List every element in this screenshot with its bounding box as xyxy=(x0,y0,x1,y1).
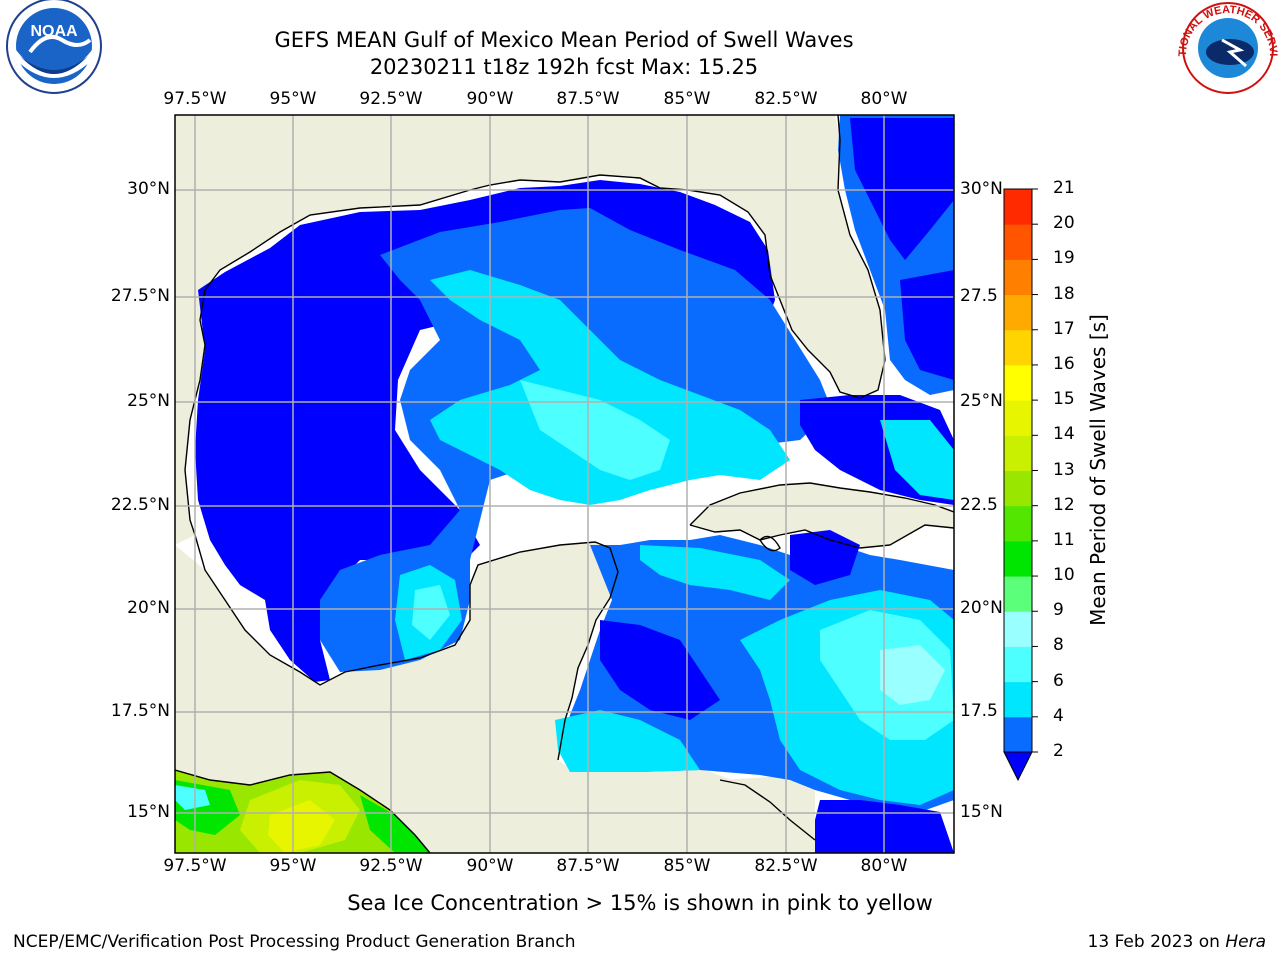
colorbar-tick-label: 4 xyxy=(1053,705,1064,726)
colorbar-tick-label: 14 xyxy=(1053,424,1075,445)
lon-label: 80°W xyxy=(860,89,908,109)
colorbar-segment xyxy=(1004,294,1032,331)
colorbar-tick-label: 10 xyxy=(1053,565,1075,586)
footer-date: 13 Feb 2023 on Hera xyxy=(1088,932,1266,952)
colorbar-segment xyxy=(1004,435,1032,471)
lon-label: 80°W xyxy=(860,856,908,876)
lat-label: 30°N xyxy=(127,179,170,199)
colorbar-tick-label: 20 xyxy=(1053,213,1075,234)
chart-title: GEFS MEAN Gulf of Mexico Mean Period of … xyxy=(274,28,854,52)
lon-label: 92.5°W xyxy=(359,89,423,109)
lat-label: 15°N xyxy=(960,802,1003,822)
colorbar-segment xyxy=(1004,400,1032,436)
lat-label: 30°N xyxy=(960,179,1003,199)
lat-label: 27.5°N xyxy=(110,286,170,306)
lat-label: 22.5°N xyxy=(110,495,170,515)
lat-label: 17.5°N xyxy=(110,701,170,721)
colorbar-tick-label: 8 xyxy=(1053,635,1064,656)
colorbar-segment xyxy=(1004,576,1032,612)
colorbar-segment xyxy=(1004,224,1032,260)
colorbar-tick-label: 9 xyxy=(1053,600,1064,621)
colorbar-tick-label: 18 xyxy=(1053,283,1075,304)
colorbar-tick-label: 21 xyxy=(1053,178,1075,198)
lon-label: 92.5°W xyxy=(359,856,423,876)
colorbar-extend-triangle xyxy=(1003,751,1033,782)
lon-label: 95°W xyxy=(269,856,317,876)
colorbar-segment xyxy=(1004,540,1032,577)
colorbar-tick-label: 12 xyxy=(1053,494,1075,515)
colorbar-tick-label: 13 xyxy=(1053,459,1075,480)
colorbar-tick-label: 19 xyxy=(1053,248,1075,269)
lat-label: 15°N xyxy=(127,802,170,822)
colorbar-tick-label: 11 xyxy=(1053,529,1075,550)
lon-label: 95°W xyxy=(269,89,317,109)
swell-period-field xyxy=(195,115,954,853)
lat-label: 20°N xyxy=(127,598,170,618)
lon-label: 87.5°W xyxy=(556,89,620,109)
lon-label: 87.5°W xyxy=(556,856,620,876)
map-frame xyxy=(174,114,955,854)
lon-label: 97.5°W xyxy=(163,89,227,109)
colorbar-label: Mean Period of Swell Waves [s] xyxy=(1086,314,1110,626)
lat-label: 25°N xyxy=(127,391,170,411)
colorbar-segment xyxy=(1004,470,1032,507)
colorbar-segment xyxy=(1004,259,1032,296)
lon-label: 90°W xyxy=(466,89,514,109)
colorbar-segment xyxy=(1004,646,1032,683)
lon-label: 97.5°W xyxy=(163,856,227,876)
colorbar xyxy=(1003,188,1038,782)
footer-org: NCEP/EMC/Verification Post Processing Pr… xyxy=(13,932,576,952)
lon-label: 85°W xyxy=(663,89,711,109)
noaa-logo-text: NOAA xyxy=(30,23,78,40)
colorbar-segment xyxy=(1004,716,1032,753)
lat-label: 17.5 xyxy=(960,701,998,721)
sea-ice-note: Sea Ice Concentration > 15% is shown in … xyxy=(347,891,933,915)
chart-subtitle: 20230211 t18z 192h fcst Max: 15.25 xyxy=(369,55,759,79)
colorbar-segment xyxy=(1004,681,1032,718)
colorbar-tick-label: 17 xyxy=(1053,318,1075,339)
colorbar-segment xyxy=(1004,329,1032,366)
lat-label: 22.5 xyxy=(960,495,998,515)
colorbar-segment xyxy=(1004,364,1032,401)
colorbar-segment xyxy=(1004,611,1032,647)
colorbar-tick-label: 15 xyxy=(1053,389,1075,410)
footer-host: Hera xyxy=(1225,932,1266,952)
colorbar-tick-label: 16 xyxy=(1053,353,1075,374)
lon-label: 82.5°W xyxy=(754,89,818,109)
lon-label: 90°W xyxy=(466,856,514,876)
map-panel xyxy=(175,115,954,853)
lat-label: 20°N xyxy=(960,598,1003,618)
colorbar-tick-label: 2 xyxy=(1053,741,1064,761)
colorbar-segment xyxy=(1004,505,1032,542)
pacific-swell-field xyxy=(175,770,430,853)
lon-label: 85°W xyxy=(663,856,711,876)
footer-date-text: 13 Feb 2023 on xyxy=(1087,932,1226,952)
lat-label: 25°N xyxy=(960,391,1003,411)
coastlines xyxy=(175,115,954,853)
noaa-logo-icon: NOAA xyxy=(6,0,102,94)
colorbar-tick-label: 6 xyxy=(1053,670,1064,691)
map-grid xyxy=(175,115,954,853)
lon-label: 82.5°W xyxy=(754,856,818,876)
colorbar-segment xyxy=(1004,189,1032,225)
lat-label: 27.5 xyxy=(960,286,998,306)
